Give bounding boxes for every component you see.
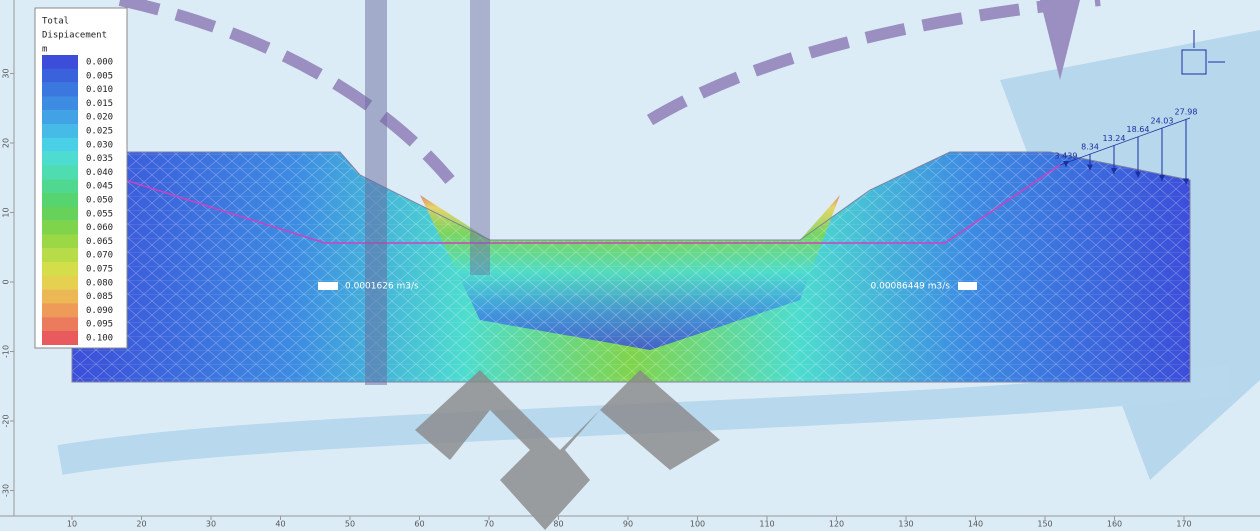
legend-label: 0.060 (86, 223, 113, 233)
x-tick-label: 90 (623, 520, 633, 529)
x-tick-label: 100 (690, 520, 705, 529)
legend-swatch (42, 207, 78, 221)
load-label: 3.439 (1055, 152, 1078, 161)
legend-label: 0.090 (86, 306, 113, 316)
load-label: 13.24 (1103, 134, 1126, 143)
legend-title: Dispiacement (42, 31, 107, 41)
x-tick-label: 10 (67, 520, 77, 529)
y-tick-label: 20 (2, 138, 11, 148)
y-tick-label: 30 (2, 68, 11, 78)
legend-label: 0.030 (86, 140, 113, 150)
legend-swatch (42, 234, 78, 248)
legend-swatch (42, 248, 78, 262)
x-tick-label: 40 (275, 520, 285, 529)
legend-label: 0.005 (86, 71, 113, 81)
legend-swatch (42, 262, 78, 276)
legend-title: Total (42, 17, 69, 27)
legend-swatch (42, 124, 78, 138)
legend-label: 0.100 (86, 334, 113, 344)
legend-swatch (42, 152, 78, 166)
flow-label: 0.0001626 m3/s (345, 282, 419, 292)
legend-label: 0.075 (86, 265, 113, 275)
x-tick-label: 160 (1107, 520, 1122, 529)
x-tick-label: 50 (345, 520, 355, 529)
x-tick-label: 20 (136, 520, 146, 529)
legend-label: 0.020 (86, 113, 113, 123)
x-tick-label: 80 (553, 520, 563, 529)
legend-swatch (42, 317, 78, 331)
x-tick-label: 60 (414, 520, 424, 529)
legend-label: 0.080 (86, 278, 113, 288)
legend-swatch (42, 138, 78, 152)
legend-label: 0.040 (86, 168, 113, 178)
legend-label: 0.015 (86, 99, 113, 109)
legend-label: 0.070 (86, 251, 113, 261)
y-tick-label: -10 (2, 345, 11, 358)
legend-label: 0.010 (86, 85, 113, 95)
legend-swatch (42, 331, 78, 345)
legend-swatch (42, 165, 78, 179)
x-tick-label: 130 (898, 520, 913, 529)
x-tick-label: 170 (1176, 520, 1191, 529)
y-tick-label: -20 (2, 414, 11, 427)
legend-swatch (42, 221, 78, 235)
legend-swatch (42, 69, 78, 83)
flow-label: 0.00086449 m3/s (871, 282, 951, 292)
y-tick-label: -30 (2, 484, 11, 497)
x-tick-label: 70 (484, 520, 494, 529)
x-tick-label: 110 (759, 520, 774, 529)
legend-swatch (42, 290, 78, 304)
legend-swatch (42, 303, 78, 317)
load-label: 24.03 (1151, 116, 1174, 125)
legend-swatch (42, 276, 78, 290)
load-label: 8.34 (1081, 143, 1099, 152)
legend-label: 0.035 (86, 154, 113, 164)
legend-label: 0.050 (86, 196, 113, 206)
well (365, 0, 387, 385)
legend-label: 0.045 (86, 182, 113, 192)
legend-swatch (42, 110, 78, 124)
legend-label: 0.000 (86, 58, 113, 68)
legend-swatch (42, 193, 78, 207)
x-tick-label: 140 (968, 520, 983, 529)
legend-swatch (42, 96, 78, 110)
legend-title: m (42, 45, 47, 55)
load-label: 18.64 (1127, 125, 1150, 134)
x-tick-label: 150 (1037, 520, 1052, 529)
y-tick-label: 10 (2, 207, 11, 217)
legend-label: 0.055 (86, 209, 113, 219)
y-tick-label: 0 (2, 279, 11, 284)
legend-label: 0.085 (86, 292, 113, 302)
legend-label: 0.095 (86, 320, 113, 330)
x-tick-label: 30 (206, 520, 216, 529)
legend-swatch (42, 55, 78, 69)
legend-swatch (42, 179, 78, 193)
legend-label: 0.025 (86, 127, 113, 137)
load-label: 27.98 (1175, 108, 1198, 117)
page: Total Dispiacement m 0.000 0.005 0.010 0.015 0.… (0, 0, 1260, 531)
viewport: Total Dispiacement m 0.000 0.005 0.010 0.015 0.… (0, 0, 1260, 531)
legend-label: 0.065 (86, 237, 113, 247)
x-tick-label: 120 (829, 520, 844, 529)
legend-swatch (42, 83, 78, 97)
well (470, 0, 490, 275)
